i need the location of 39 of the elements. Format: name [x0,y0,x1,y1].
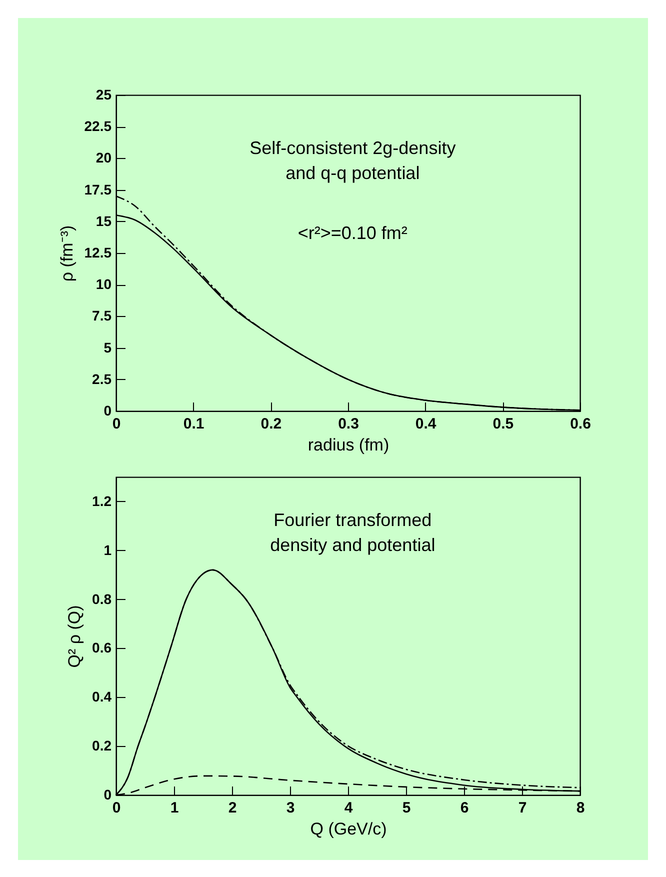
x-tick-label: 5 [402,800,411,816]
y-tick-label: 0 [104,402,112,418]
x-tick-label: 8 [576,800,585,816]
annotation: Self-consistent 2g-density and q-q potential [250,138,456,183]
y-axis-title: Q² ρ (Q) [65,605,84,668]
y-tick-label: 0 [104,786,112,802]
x-axis-title: radius (fm) [308,436,390,454]
y-tick-label: 2.5 [92,370,112,387]
y-tick-label: 5 [104,339,112,356]
x-tick-label: 0.1 [183,416,204,432]
x-tick-label: 6 [460,800,469,816]
y-tick-label: 7.5 [92,308,112,324]
annotation: Fourier transformed density and potential [270,510,436,555]
annotation: <r²>=0.10 fm² [298,223,408,243]
y-tick-label: 25 [96,86,112,102]
y-tick-label: 1.2 [92,492,112,509]
y-tick-label: 10 [96,276,112,292]
x-tick-label: 2 [228,800,237,816]
x-tick-label: 3 [286,800,295,816]
y-tick-label: 0.4 [92,688,112,705]
x-tick-label: 0.5 [492,416,514,432]
x-tick-label: 0.3 [338,416,359,432]
x-tick-label: 0.2 [260,416,282,432]
y-tick-label: 0.2 [92,738,112,754]
y-tick-label: 17.5 [84,181,112,198]
y-tick-label: 12.5 [84,244,112,260]
y-tick-label: 22.5 [84,118,112,134]
y-tick-label: 0.8 [92,590,112,607]
y-tick-label: 0.6 [92,640,112,656]
y-tick-label: 20 [96,150,112,166]
x-tick-label: 1 [170,800,179,816]
x-tick-label: 0.6 [570,416,591,432]
x-axis-title: Q (GeV/c) [310,820,387,838]
y-tick-label: 15 [96,212,112,229]
x-tick-label: 0.4 [415,416,437,432]
x-tick-label: 7 [518,800,527,816]
y-axis-title: ρ (fm⁻³) [57,225,76,282]
x-tick-label: 4 [344,800,354,816]
y-tick-label: 1 [104,542,112,558]
